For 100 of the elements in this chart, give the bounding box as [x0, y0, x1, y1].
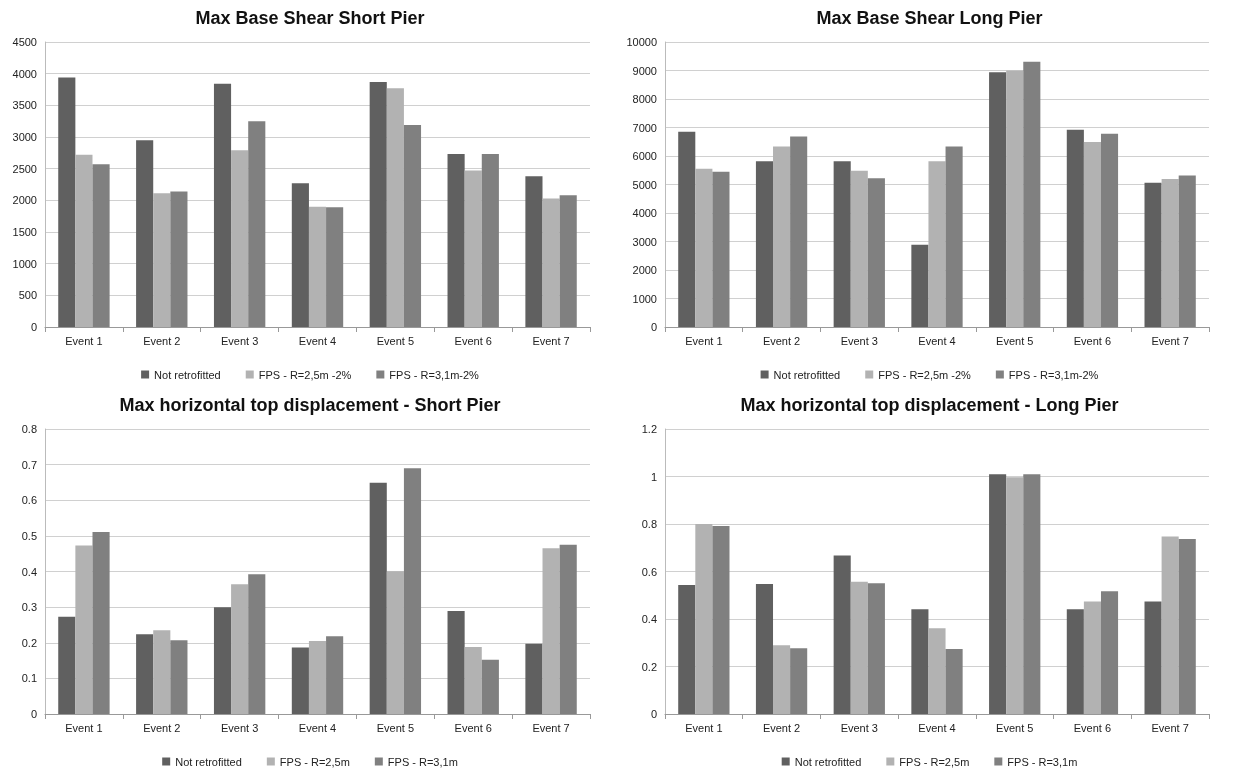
x-tick-label: Event 1 — [65, 334, 103, 347]
legend-label: FPS - R=2,5m -2% — [258, 368, 352, 381]
bar — [231, 584, 249, 714]
y-tick-label: 4000 — [12, 67, 37, 80]
x-tick-label: Event 4 — [298, 721, 337, 734]
x-tick-label: Event 6 — [454, 334, 492, 347]
bar — [1006, 70, 1024, 327]
bar — [867, 178, 885, 327]
x-tick-label: Event 5 — [996, 721, 1034, 734]
x-tick-label: Event 4 — [918, 334, 956, 347]
legend-label: FPS - R=3,1m — [387, 755, 458, 768]
legend-label: FPS - R=3,1m-2% — [389, 368, 480, 381]
bar — [369, 81, 387, 327]
bar — [170, 191, 188, 327]
y-tick-label: 3000 — [12, 131, 37, 143]
chart-title: Max horizontal top displacement - Long Pier — [740, 395, 1119, 415]
y-tick-label: 5000 — [632, 178, 657, 191]
y-tick-label: 3000 — [632, 235, 657, 248]
y-tick-label: 0.6 — [21, 494, 37, 507]
y-tick-label: 0.4 — [641, 613, 657, 625]
y-tick-label: 3500 — [12, 99, 37, 112]
bar — [75, 545, 93, 714]
bar — [928, 161, 946, 327]
x-tick-label: Event 1 — [685, 721, 723, 734]
legend-label: Not retrofitted — [175, 755, 242, 768]
bar — [755, 161, 774, 327]
bar — [525, 176, 543, 327]
bar — [1083, 601, 1101, 714]
x-tick-label: Event 1 — [685, 334, 723, 347]
legend-label: FPS - R=3,1m-2% — [1008, 368, 1099, 381]
x-tick-label: Event 6 — [1073, 334, 1112, 347]
bar — [1178, 538, 1196, 714]
legend-label: Not retrofitted — [154, 368, 221, 381]
y-tick-label: 500 — [18, 289, 37, 302]
x-tick-label: Event 4 — [918, 721, 956, 734]
bar — [1066, 129, 1084, 327]
bar — [773, 645, 791, 714]
bar — [525, 643, 543, 714]
bar — [867, 583, 885, 714]
y-tick-label: 10000 — [626, 36, 657, 48]
bar — [712, 171, 730, 327]
legend-label: Not retrofitted — [794, 755, 862, 768]
bar — [403, 124, 422, 327]
bar — [1144, 601, 1162, 714]
x-tick-label: Event 6 — [1073, 721, 1112, 734]
bar — [291, 647, 309, 714]
bar — [213, 83, 232, 327]
bar — [1161, 179, 1179, 327]
y-tick-label: 0.8 — [641, 518, 657, 530]
y-tick-label: 7000 — [632, 121, 657, 134]
y-tick-label: 0.2 — [641, 660, 657, 673]
legend-label: FPS - R=2,5m — [899, 755, 970, 768]
bar — [464, 647, 482, 714]
y-tick-label: 2000 — [632, 264, 657, 276]
bar — [833, 555, 851, 714]
x-tick-label: Event 5 — [376, 334, 415, 347]
bar — [850, 581, 868, 714]
bar — [1100, 133, 1119, 327]
x-tick-label: Event 5 — [376, 721, 415, 734]
chart-title: Max horizontal top displacement - Short Pier — [119, 395, 501, 415]
bar — [481, 154, 499, 327]
y-tick-label: 0 — [650, 321, 657, 333]
bar — [213, 607, 232, 714]
bar — [58, 616, 76, 714]
x-tick-label: Event 1 — [65, 721, 103, 734]
x-tick-label: Event 7 — [1151, 334, 1189, 347]
y-tick-label: 0.8 — [21, 423, 37, 435]
bar — [291, 183, 309, 327]
legend-label: Not retrofitted — [773, 368, 841, 381]
bar — [58, 77, 76, 327]
bar — [928, 628, 946, 714]
bar — [153, 193, 171, 327]
chart-title: Max Base Shear Long Pier — [816, 8, 1043, 28]
bar — [542, 198, 560, 327]
bar — [248, 121, 266, 327]
bar — [136, 140, 154, 327]
y-tick-label: 0 — [30, 321, 37, 333]
y-tick-label: 1 — [650, 470, 657, 483]
bar — [678, 585, 696, 714]
bar — [911, 244, 929, 327]
y-tick-label: 4500 — [12, 36, 37, 48]
bar — [1144, 182, 1162, 327]
bar — [481, 659, 499, 714]
y-tick-label: 0.5 — [21, 529, 37, 542]
bar — [248, 574, 266, 714]
bar — [712, 525, 730, 714]
bar — [308, 640, 327, 714]
bar — [1161, 536, 1179, 714]
x-tick-label: Event 3 — [220, 334, 259, 347]
bar — [989, 72, 1007, 327]
y-tick-label: 6000 — [632, 150, 657, 162]
y-tick-label: 2500 — [12, 162, 37, 175]
bar — [945, 146, 963, 327]
bar — [911, 609, 929, 714]
y-tick-label: 2000 — [12, 194, 37, 207]
bar — [773, 146, 791, 327]
bar — [75, 154, 93, 327]
bar — [369, 482, 387, 714]
bar — [1006, 477, 1024, 714]
bar — [695, 168, 713, 327]
